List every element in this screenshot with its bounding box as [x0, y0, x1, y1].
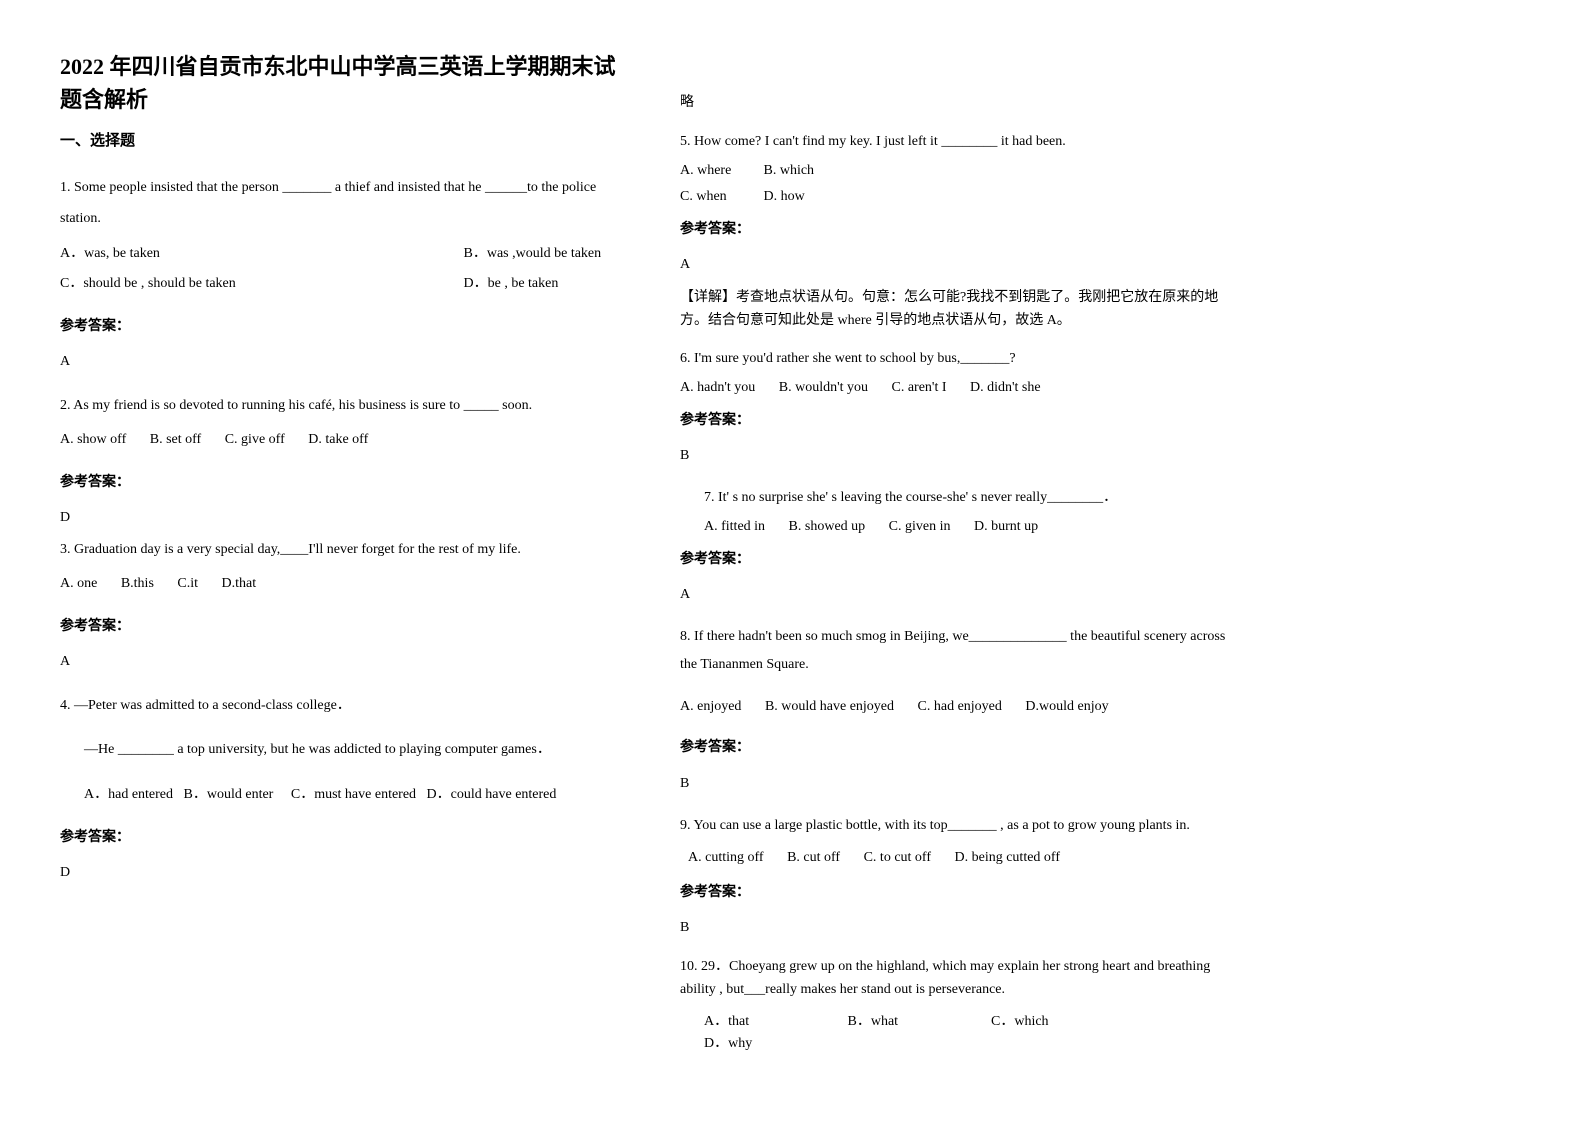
- q5-answer-label: 参考答案：: [680, 217, 1240, 242]
- q4-opt-a: A．had entered: [84, 787, 173, 802]
- right-column: 略 5. How come? I can't find my key. I ju…: [680, 90, 1240, 1060]
- q8-opt-a: A. enjoyed: [680, 699, 741, 714]
- q6-opt-c: C. aren't I: [892, 380, 947, 395]
- q4-line1: 4. —Peter was admitted to a second-class…: [60, 691, 620, 722]
- q5-opt-c: C. when: [680, 184, 760, 209]
- q8-answer: B: [680, 771, 1240, 796]
- q2-opt-b: B. set off: [150, 432, 201, 447]
- q2-text: 2. As my friend is so devoted to running…: [60, 391, 620, 422]
- q1-options: A．was, be taken B．was ,would be taken C．…: [60, 239, 620, 301]
- q10-opt-d: D．why: [704, 1033, 844, 1055]
- q6-answer: B: [680, 443, 1240, 468]
- q7-text: 7. It' s no surprise she' s leaving the …: [704, 485, 1240, 510]
- q5-opt-d: D. how: [764, 189, 805, 204]
- q9-answer-label: 参考答案：: [680, 880, 1240, 905]
- q7-opt-a: A. fitted in: [704, 519, 765, 534]
- q8-opt-b: B. would have enjoyed: [765, 699, 894, 714]
- q4-opt-d: D．could have entered: [427, 787, 557, 802]
- q1-opt-d: D．be , be taken: [464, 276, 559, 291]
- q4-line2: —He ________ a top university, but he wa…: [60, 735, 620, 766]
- q3-answer-label: 参考答案：: [60, 614, 620, 639]
- q10-text: 10. 29．Choeyang grew up on the highland,…: [680, 956, 1240, 1001]
- question-3: 3. Graduation day is a very special day,…: [60, 535, 620, 601]
- q5-options: A. where B. which C. when D. how: [680, 158, 1240, 208]
- q9-opt-a: A. cutting off: [688, 850, 764, 865]
- q1-opt-b: B．was ,would be taken: [464, 246, 602, 261]
- q5-opt-a: A. where: [680, 158, 760, 183]
- question-5: 5. How come? I can't find my key. I just…: [680, 129, 1240, 209]
- question-6: 6. I'm sure you'd rather she went to sch…: [680, 346, 1240, 400]
- q6-opt-b: B. wouldn't you: [779, 380, 868, 395]
- q3-text: 3. Graduation day is a very special day,…: [60, 535, 620, 566]
- q10-options: A．that B．what C．which D．why: [680, 1011, 1240, 1056]
- q7-answer: A: [680, 582, 1240, 607]
- q1-opt-a: A．was, be taken: [60, 239, 460, 270]
- q8-text: 8. If there hadn't been so much smog in …: [680, 623, 1240, 679]
- q3-opt-b: B.this: [121, 576, 154, 591]
- q9-options: A. cutting off B. cut off C. to cut off …: [680, 844, 1240, 872]
- q6-opt-d: D. didn't she: [970, 380, 1041, 395]
- q10-opt-a: A．that: [704, 1011, 844, 1033]
- q9-answer: B: [680, 915, 1240, 940]
- q2-opt-c: C. give off: [225, 432, 285, 447]
- q7-opt-b: B. showed up: [789, 519, 866, 534]
- q1-text: 1. Some people insisted that the person …: [60, 173, 620, 235]
- q4-options: A．had entered B．would enter C．must have …: [60, 780, 620, 811]
- q4-opt-c: C．must have entered: [291, 787, 416, 802]
- q1-answer: A: [60, 349, 620, 374]
- q4-omitted: 略: [680, 90, 1240, 115]
- q7-opt-d: D. burnt up: [974, 519, 1038, 534]
- q5-opt-b: B. which: [764, 163, 815, 178]
- q3-options: A. one B.this C.it D.that: [60, 569, 620, 600]
- q5-text: 5. How come? I can't find my key. I just…: [680, 129, 1240, 154]
- q1-answer-label: 参考答案：: [60, 314, 620, 339]
- q5-explanation: 【详解】考查地点状语从句。句意：怎么可能?我找不到钥匙了。我刚把它放在原来的地方…: [680, 287, 1240, 332]
- question-2: 2. As my friend is so devoted to running…: [60, 391, 620, 457]
- q9-text: 9. You can use a large plastic bottle, w…: [680, 812, 1240, 840]
- question-1: 1. Some people insisted that the person …: [60, 173, 620, 300]
- q6-opt-a: A. hadn't you: [680, 380, 755, 395]
- q4-answer: D: [60, 860, 620, 885]
- q6-options: A. hadn't you B. wouldn't you C. aren't …: [680, 375, 1240, 400]
- question-9: 9. You can use a large plastic bottle, w…: [680, 812, 1240, 872]
- q10-opt-b: B．what: [848, 1011, 988, 1033]
- question-4: 4. —Peter was admitted to a second-class…: [60, 691, 620, 811]
- q9-opt-c: C. to cut off: [864, 850, 931, 865]
- q8-opt-d: D.would enjoy: [1025, 699, 1108, 714]
- q5-answer: A: [680, 252, 1240, 277]
- q1-opt-c: C．should be , should be taken: [60, 269, 460, 300]
- q6-answer-label: 参考答案：: [680, 408, 1240, 433]
- q9-opt-d: D. being cutted off: [955, 850, 1061, 865]
- q2-options: A. show off B. set off C. give off D. ta…: [60, 425, 620, 456]
- q7-opt-c: C. given in: [889, 519, 951, 534]
- q8-options: A. enjoyed B. would have enjoyed C. had …: [680, 693, 1240, 721]
- q3-answer: A: [60, 649, 620, 674]
- q4-opt-b: B．would enter: [184, 787, 274, 802]
- q8-answer-label: 参考答案：: [680, 735, 1240, 760]
- left-column: 2022 年四川省自贡市东北中山中学高三英语上学期期末试题含解析 一、选择题 1…: [60, 50, 620, 1060]
- q3-opt-d: D.that: [222, 576, 257, 591]
- q2-answer-label: 参考答案：: [60, 470, 620, 495]
- q3-opt-c: C.it: [177, 576, 198, 591]
- q3-opt-a: A. one: [60, 576, 97, 591]
- q10-opt-c: C．which: [991, 1011, 1131, 1033]
- question-10: 10. 29．Choeyang grew up on the highland,…: [680, 956, 1240, 1056]
- q2-opt-a: A. show off: [60, 432, 126, 447]
- page-title: 2022 年四川省自贡市东北中山中学高三英语上学期期末试题含解析: [60, 50, 620, 116]
- q9-opt-b: B. cut off: [787, 850, 840, 865]
- q8-opt-c: C. had enjoyed: [918, 699, 1002, 714]
- question-7: 7. It' s no surprise she' s leaving the …: [680, 485, 1240, 539]
- q2-opt-d: D. take off: [308, 432, 368, 447]
- question-8: 8. If there hadn't been so much smog in …: [680, 623, 1240, 721]
- q7-options: A. fitted in B. showed up C. given in D.…: [704, 514, 1240, 539]
- q2-answer: D: [60, 505, 620, 530]
- q4-answer-label: 参考答案：: [60, 825, 620, 850]
- document-container: 2022 年四川省自贡市东北中山中学高三英语上学期期末试题含解析 一、选择题 1…: [60, 50, 1527, 1060]
- q6-text: 6. I'm sure you'd rather she went to sch…: [680, 346, 1240, 371]
- section-heading: 一、选择题: [60, 128, 620, 155]
- q7-answer-label: 参考答案：: [680, 547, 1240, 572]
